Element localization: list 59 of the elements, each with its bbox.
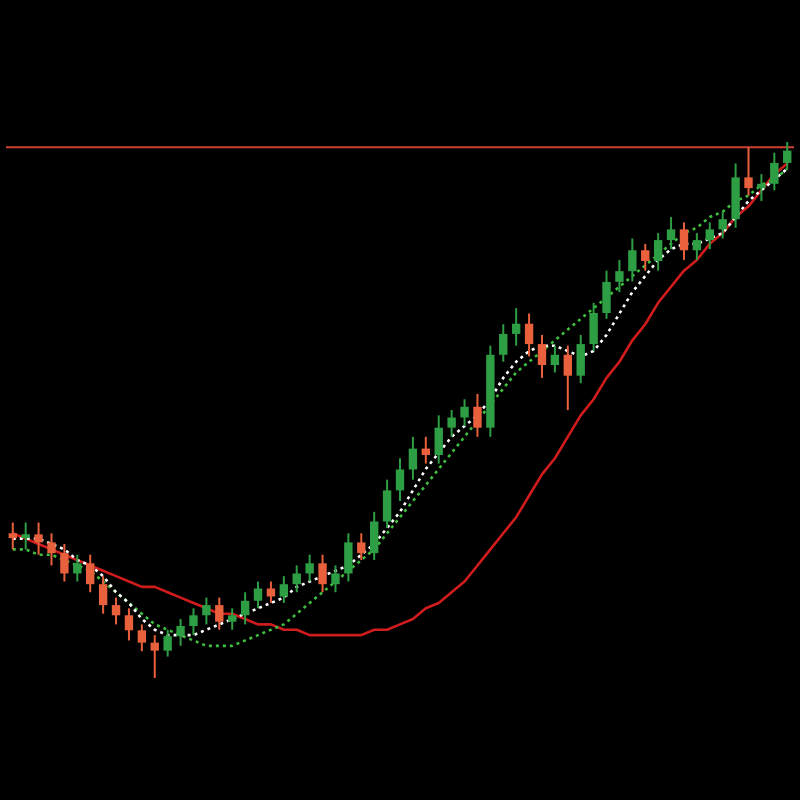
candlestick bbox=[666, 216, 676, 251]
candlestick bbox=[369, 510, 379, 562]
candlestick bbox=[228, 607, 237, 631]
candlestick bbox=[34, 521, 43, 556]
candlestick bbox=[395, 457, 405, 503]
candlestick bbox=[576, 333, 585, 385]
candlestick bbox=[8, 521, 17, 551]
candlestick bbox=[86, 553, 95, 594]
candlestick bbox=[60, 543, 69, 583]
candlestick bbox=[744, 146, 753, 197]
candlestick bbox=[718, 210, 727, 240]
candlestick bbox=[499, 323, 508, 363]
candlestick bbox=[511, 307, 521, 347]
candlestick bbox=[641, 242, 650, 272]
candlestick bbox=[447, 409, 456, 438]
candlestick bbox=[215, 596, 224, 631]
candlestick bbox=[537, 333, 547, 379]
candlestick bbox=[111, 596, 121, 626]
candlestick bbox=[98, 575, 108, 615]
candlestick bbox=[240, 591, 250, 626]
candlestick bbox=[279, 575, 289, 604]
candlestick bbox=[189, 607, 198, 637]
candlestick bbox=[615, 258, 624, 294]
candlestick bbox=[331, 564, 340, 594]
candlestick bbox=[176, 618, 185, 647]
candlestick bbox=[266, 580, 276, 604]
candlestick bbox=[757, 173, 766, 202]
candlestick bbox=[47, 532, 56, 567]
candlestick bbox=[731, 162, 740, 229]
candlestick bbox=[253, 580, 263, 610]
candlestick bbox=[21, 521, 30, 551]
candlestick bbox=[460, 398, 469, 428]
candlestick bbox=[434, 414, 443, 465]
candlestick bbox=[137, 623, 147, 653]
candlestick bbox=[589, 301, 598, 353]
candlestick bbox=[408, 435, 418, 481]
candlestick bbox=[628, 237, 637, 283]
candlestick bbox=[524, 312, 534, 358]
candlestick bbox=[770, 151, 779, 192]
candlestick bbox=[550, 344, 560, 374]
candlestick bbox=[783, 141, 792, 170]
candlestick bbox=[124, 607, 134, 642]
candlestick bbox=[705, 221, 714, 251]
candlestick bbox=[150, 634, 159, 679]
candlestick bbox=[344, 532, 353, 583]
candlestick bbox=[653, 232, 663, 272]
candlestick bbox=[202, 596, 211, 626]
candlestick bbox=[305, 553, 314, 583]
candlestick bbox=[692, 232, 702, 261]
candlestick bbox=[318, 553, 327, 594]
candlestick bbox=[473, 392, 482, 438]
candlestick bbox=[602, 269, 611, 320]
candlestick bbox=[73, 553, 82, 583]
candlestick bbox=[292, 564, 301, 594]
candlestick bbox=[163, 628, 172, 658]
candlestick bbox=[563, 344, 572, 411]
candlestick bbox=[357, 532, 366, 562]
candlestick bbox=[679, 221, 689, 261]
candlestick bbox=[382, 478, 392, 529]
